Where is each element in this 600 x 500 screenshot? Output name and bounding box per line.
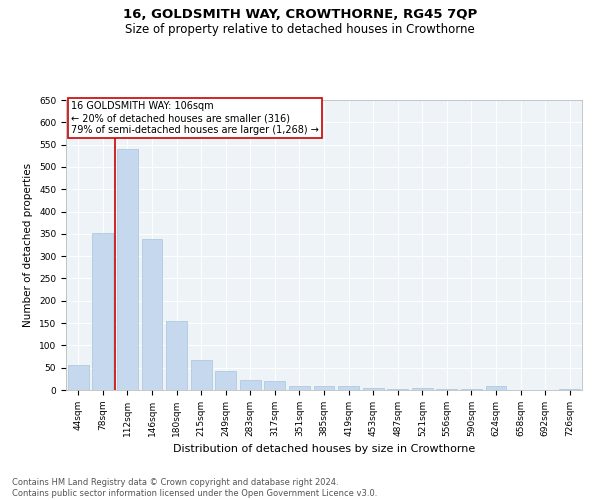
Bar [461, 388, 482, 390]
Text: Size of property relative to detached houses in Crowthorne: Size of property relative to detached ho… [125, 22, 475, 36]
Bar [265, 381, 286, 390]
X-axis label: Distribution of detached houses by size in Crowthorne: Distribution of detached houses by size … [173, 444, 475, 454]
Bar [240, 380, 261, 390]
Text: Contains HM Land Registry data © Crown copyright and database right 2024.
Contai: Contains HM Land Registry data © Crown c… [12, 478, 377, 498]
Bar [485, 386, 506, 390]
Bar [68, 366, 89, 390]
Bar [387, 388, 408, 390]
Bar [191, 360, 212, 390]
Bar [215, 372, 236, 390]
Bar [338, 386, 359, 390]
Y-axis label: Number of detached properties: Number of detached properties [23, 163, 34, 327]
Text: 16, GOLDSMITH WAY, CROWTHORNE, RG45 7QP: 16, GOLDSMITH WAY, CROWTHORNE, RG45 7QP [123, 8, 477, 20]
Bar [117, 149, 138, 390]
Bar [142, 239, 163, 390]
Bar [559, 388, 580, 390]
Bar [314, 386, 334, 390]
Bar [412, 388, 433, 390]
Bar [289, 386, 310, 390]
Text: 16 GOLDSMITH WAY: 106sqm
← 20% of detached houses are smaller (316)
79% of semi-: 16 GOLDSMITH WAY: 106sqm ← 20% of detach… [71, 102, 319, 134]
Bar [166, 321, 187, 390]
Bar [362, 388, 383, 390]
Bar [92, 232, 113, 390]
Bar [436, 388, 457, 390]
